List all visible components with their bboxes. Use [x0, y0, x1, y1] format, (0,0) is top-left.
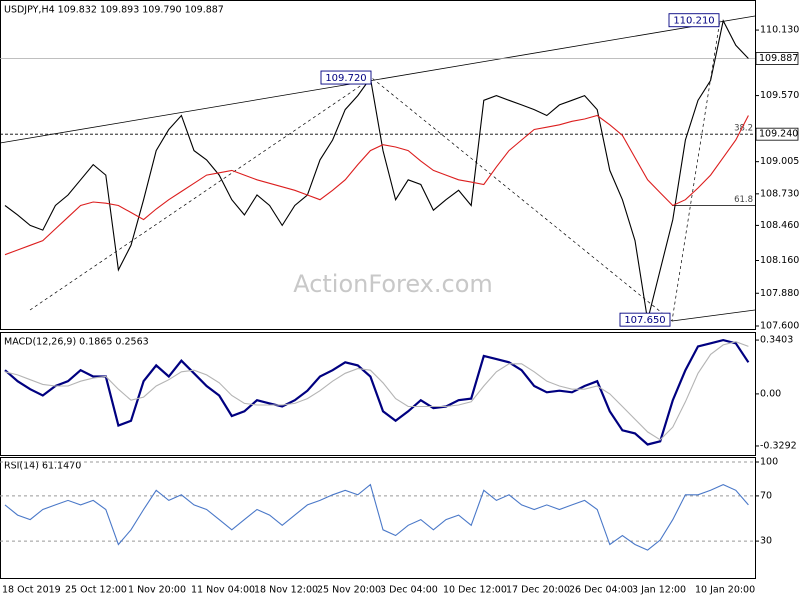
y-tick-label: 109.570: [760, 90, 799, 101]
y-tick-label: -0.3292: [760, 440, 797, 451]
channel-lower: [671, 309, 756, 322]
y-tick-label: 70: [760, 490, 772, 501]
series-line: [4, 114, 749, 256]
y-tick-label: 107.600: [760, 321, 799, 332]
fib-level-label: 38.2: [734, 124, 753, 134]
y-tick-label: 30: [760, 536, 772, 547]
y-tick-label: 109.005: [760, 156, 799, 167]
y-tick-label: 108.460: [760, 220, 799, 231]
pivot-label: 107.650: [624, 315, 665, 326]
watermark: ActionForex.com: [293, 270, 493, 298]
y-tick-label: 107.880: [760, 288, 799, 299]
channel-upper: [0, 15, 756, 144]
pivot-box: [619, 312, 671, 327]
x-tick-label: 10 Dec 12:00: [443, 585, 507, 596]
zigzag: [29, 19, 721, 322]
macd-frame: [0, 332, 756, 456]
pivot-label: 109.720: [325, 73, 366, 84]
series-line: [4, 341, 749, 441]
x-tick-label: 17 Dec 20:00: [506, 585, 570, 596]
last-price-label: 109.887: [759, 53, 798, 64]
y-tick-label: 110.130: [760, 25, 799, 36]
x-tick-label: 10 Jan 20:00: [695, 585, 755, 596]
price-box-label: 109.240: [759, 129, 798, 140]
x-tick-label: 25 Nov 20:00: [317, 585, 381, 596]
x-tick-label: 1 Nov 20:00: [128, 585, 186, 596]
series-line: [4, 338, 750, 446]
y-tick-label: 108.730: [760, 188, 799, 199]
y-tick-label: 100: [760, 457, 778, 468]
rsi-title: RSI(14) 61.1470: [4, 461, 81, 472]
x-tick-label: 11 Nov 04:00: [191, 585, 255, 596]
series-line: [4, 483, 749, 551]
y-tick-label: 0.00: [760, 388, 781, 399]
macd-title: MACD(12,26,9) 0.1865 0.2563: [4, 337, 149, 348]
x-tick-label: 3 Jan 12:00: [632, 585, 686, 596]
pivot-box: [320, 70, 372, 85]
y-tick-label: 108.160: [760, 255, 799, 266]
price-title: USDJPY,H4 109.832 109.893 109.790 109.88…: [4, 5, 224, 16]
x-tick-label: 3 Dec 04:00: [380, 585, 438, 596]
y-tick-label: 0.3403: [760, 335, 793, 346]
series-line: [4, 19, 749, 321]
pivot-box: [668, 13, 720, 28]
x-tick-label: 25 Oct 12:00: [65, 585, 127, 596]
x-tick-label: 26 Dec 04:00: [569, 585, 633, 596]
x-tick-label: 18 Oct 2019: [2, 585, 61, 596]
price-frame: [0, 0, 756, 330]
fib-level-label: 61.8: [734, 195, 753, 205]
pivot-label: 110.210: [673, 16, 714, 27]
price-box: [755, 127, 799, 141]
last-price-box: [755, 52, 799, 65]
x-tick-label: 18 Nov 12:00: [254, 585, 318, 596]
rsi-frame: [0, 457, 756, 579]
